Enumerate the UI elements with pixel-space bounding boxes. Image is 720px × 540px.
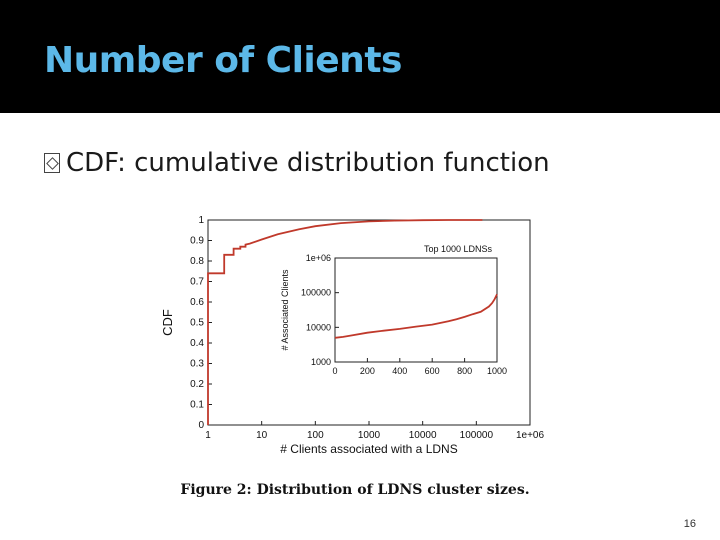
bullet-text: CDF: cumulative distribution function (66, 148, 550, 178)
inset-chart-y-tick-label: 1e+06 (306, 253, 331, 263)
inset-chart-frame (334, 257, 498, 363)
main-chart-y-tick-label: 0.1 (190, 400, 204, 411)
main-chart-y-tick-label: 1 (198, 215, 204, 226)
figure-caption: Figure 2: Distribution of LDNS cluster s… (180, 482, 530, 498)
main-chart-y-tick-label: 0.2 (190, 379, 204, 390)
main-chart-series-line (207, 219, 483, 425)
main-chart-y-tick-label: 0.3 (190, 359, 204, 370)
main-chart-x-tick-label: 100 (307, 430, 324, 441)
main-chart-y-tick-label: 0.9 (190, 236, 204, 247)
main-chart-x-tick-label: 100000 (460, 430, 494, 441)
main-chart-x-axis-label: # Clients associated with a LDNS (280, 442, 457, 456)
main-chart-y-tick-label: 0.4 (190, 338, 204, 349)
main-chart-y-tick-label: 0.8 (190, 256, 204, 267)
main-chart-y-tick-label: 0.6 (190, 297, 204, 308)
main-chart-x-tick-label: 1000 (358, 430, 381, 441)
cdf-figure: 1 10 100 1000 10000 100000 1e+0600.10.20.30.40… (160, 215, 545, 456)
inset-chart-x-tick-label: 1000 (487, 366, 507, 376)
page-number: 16 (683, 518, 696, 530)
inset-chart-y-axis-label: # Associated Clients (280, 269, 290, 351)
title-bar: Number of Clients (0, 0, 720, 113)
main-chart-x-tick-label: 10000 (409, 430, 437, 441)
main-chart-x-tick-label: 10 (256, 430, 268, 441)
slide-title: Number of Clients (44, 40, 402, 81)
inset-chart-x-tick-label: 600 (425, 366, 440, 376)
main-chart-y-axis-label: CDF (160, 309, 175, 336)
bullet-icon (44, 153, 60, 173)
inset-chart-x-tick-label: 0 (332, 366, 337, 376)
main-chart-y-tick-label: 0.7 (190, 277, 204, 288)
inset-chart-x-tick-label: 200 (360, 366, 375, 376)
main-chart-x-tick-label: 1 (205, 430, 211, 441)
inset-chart-y-tick-label: 10000 (306, 322, 331, 332)
inset-chart-x-tick-label: 800 (457, 366, 472, 376)
main-chart-x-tick-label: 1e+06 (516, 430, 545, 441)
bullet-item: CDF: cumulative distribution function (44, 148, 550, 178)
inset-chart-title: Top 1000 LDNSs (424, 244, 493, 254)
inset-chart-series-line (334, 293, 498, 339)
inset-chart-y-tick-label: 100000 (301, 288, 331, 298)
main-chart-y-tick-label: 0 (198, 420, 204, 431)
main-chart-y-tick-label: 0.5 (190, 318, 204, 329)
inset-chart-y-tick-label: 1000 (311, 357, 331, 367)
inset-chart-x-tick-label: 400 (392, 366, 407, 376)
